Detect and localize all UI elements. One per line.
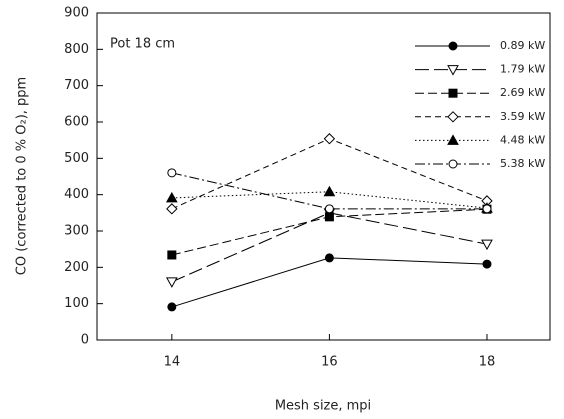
legend-marker — [447, 65, 459, 76]
legend-label: 2.69 kW — [500, 86, 545, 99]
x-tick-label: 14 — [164, 355, 181, 370]
plot-frame — [96, 12, 551, 341]
data-point — [167, 302, 177, 312]
x-tick-label: 16 — [321, 355, 338, 370]
legend-label: 0.89 kW — [500, 39, 545, 52]
data-point — [481, 239, 493, 251]
data-point — [324, 204, 334, 214]
data-point — [165, 191, 178, 203]
series-line — [171, 138, 488, 210]
annotation: Pot 18 cm — [110, 37, 175, 52]
series-line — [171, 172, 487, 210]
data-point — [324, 253, 334, 263]
data-point — [482, 204, 492, 214]
series-line — [171, 191, 488, 209]
series-line — [171, 212, 488, 283]
y-tick-label: 200 — [64, 260, 89, 275]
y-tick-label: 600 — [64, 115, 89, 130]
y-tick-label: 900 — [64, 6, 89, 21]
data-point — [482, 259, 492, 269]
legend-marker — [448, 159, 458, 169]
legend-label: 3.59 kW — [500, 110, 545, 123]
legend-marker — [448, 88, 458, 98]
legend-label: 4.48 kW — [500, 133, 545, 146]
legend-label: 1.79 kW — [500, 63, 545, 76]
legend-marker — [447, 134, 459, 145]
y-tick-label: 0 — [81, 333, 89, 348]
y-tick-label: 400 — [64, 187, 89, 202]
legend-label: 5.38 kW — [500, 157, 545, 170]
y-tick-label: 500 — [64, 151, 89, 166]
y-tick-label: 700 — [64, 78, 89, 93]
data-point — [324, 212, 334, 222]
x-tick-label: 18 — [479, 355, 496, 370]
legend-marker — [448, 41, 458, 51]
legend-marker — [447, 111, 459, 123]
y-tick-label: 100 — [64, 296, 89, 311]
y-tick-label: 800 — [64, 42, 89, 57]
series-line — [171, 257, 487, 308]
data-point — [323, 133, 336, 145]
data-point — [167, 168, 177, 178]
y-tick-label: 300 — [64, 224, 89, 239]
y-axis-label: CO (corrected to 0 % O₂), ppm — [15, 77, 30, 275]
data-point — [166, 203, 178, 215]
data-point — [165, 277, 178, 288]
data-point — [167, 250, 177, 260]
data-point — [323, 185, 336, 197]
x-axis-label: Mesh size, mpi — [275, 399, 371, 414]
